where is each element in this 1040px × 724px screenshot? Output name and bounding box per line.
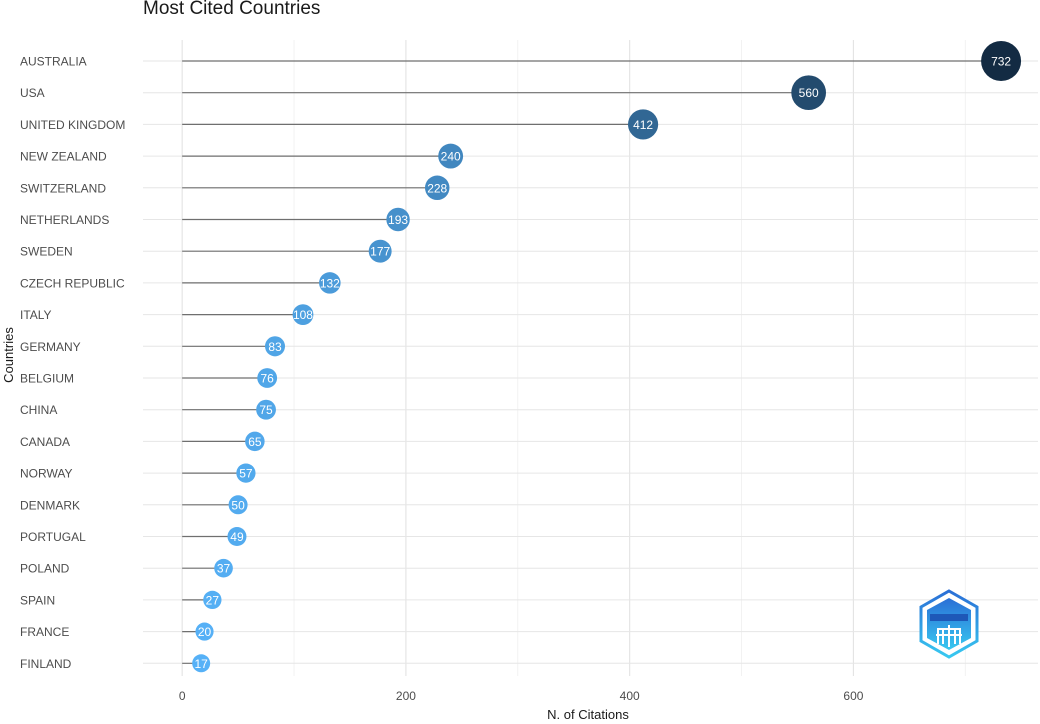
lollipop-point [438, 143, 464, 169]
bibliometrix-logo [918, 589, 980, 659]
y-tick-label: FINLAND [20, 657, 72, 671]
y-tick-label: DENMARK [20, 498, 80, 512]
y-tick-label: POLAND [20, 562, 70, 576]
lollipop-point [203, 590, 222, 610]
lollipop-point [368, 239, 392, 263]
data-label: 177 [370, 245, 390, 259]
data-label: 83 [268, 340, 282, 354]
chart-title: Most Cited Countries [143, 0, 321, 19]
lollipop-point [192, 654, 211, 673]
grid [143, 40, 1038, 676]
data-label: 65 [248, 435, 262, 449]
lollipop-point [424, 175, 450, 201]
y-tick-label: CHINA [20, 403, 57, 417]
data-label: 57 [239, 467, 253, 481]
lollipop-point [319, 272, 341, 294]
lollipop-point [245, 431, 265, 452]
lollipop-point [236, 463, 256, 483]
x-tick-labels: 0 200 400 600 [179, 689, 864, 703]
data-label: 132 [320, 276, 340, 290]
y-tick-label: USA [20, 86, 45, 100]
data-label: 20 [198, 625, 212, 639]
y-tick-label: NEW ZEALAND [20, 150, 107, 164]
data-label: 17 [194, 657, 208, 671]
x-tick-label: 600 [843, 689, 863, 703]
x-tick-label: 400 [620, 689, 640, 703]
lollipop-point [256, 399, 276, 420]
y-tick-label: BELGIUM [20, 372, 74, 386]
data-label: 560 [799, 86, 819, 100]
lollipop-point [257, 368, 278, 388]
lollipop-point [195, 622, 214, 641]
y-tick-label: SPAIN [20, 593, 55, 607]
data-label: 240 [441, 150, 461, 164]
data-label: 228 [427, 181, 447, 195]
stems [182, 60, 1002, 664]
lollipop-point [628, 109, 659, 140]
y-tick-label: NETHERLANDS [20, 213, 109, 227]
data-label: 49 [230, 530, 244, 544]
y-tick-label: AUSTRALIA [20, 55, 87, 69]
lollipop-point [227, 527, 247, 546]
data-label: 50 [231, 498, 245, 512]
lollipop-point [981, 41, 1022, 81]
data-label: 27 [206, 593, 220, 607]
data-label: 108 [293, 308, 313, 322]
lollipop-point [292, 304, 314, 325]
data-label: 76 [261, 372, 275, 386]
lollipop-point [214, 558, 233, 578]
data-label: 75 [259, 403, 273, 417]
y-tick-label: SWITZERLAND [20, 181, 106, 195]
x-axis-title: N. of Citations [547, 707, 629, 722]
lollipop-point [228, 495, 248, 515]
y-tick-label: FRANCE [20, 625, 69, 639]
y-tick-label: ITALY [20, 308, 52, 322]
lollipop-point [791, 75, 827, 111]
lollipop-point [386, 207, 410, 232]
y-tick-label: PORTUGAL [20, 530, 86, 544]
x-tick-label: 0 [179, 689, 186, 703]
data-label: 37 [217, 562, 231, 576]
data-label: 412 [633, 118, 653, 132]
y-tick-labels: AUSTRALIA USA UNITED KINGDOM NEW ZEALAND SWI… [20, 55, 125, 671]
y-tick-label: GERMANY [20, 340, 81, 354]
y-tick-label: UNITED KINGDOM [20, 118, 125, 132]
y-tick-label: NORWAY [20, 467, 72, 481]
data-label: 732 [991, 55, 1011, 69]
y-tick-label: CANADA [20, 435, 70, 449]
y-axis-title: Countries [1, 327, 16, 383]
y-tick-label: SWEDEN [20, 245, 73, 259]
data-label: 193 [388, 213, 408, 227]
x-tick-label: 200 [396, 689, 416, 703]
lollipop-point [264, 336, 286, 357]
points: 732 560 412 240 228 193 177 132 108 83 76 75 65 57 50 4… [192, 41, 1022, 673]
y-tick-label: CZECH REPUBLIC [20, 276, 125, 290]
